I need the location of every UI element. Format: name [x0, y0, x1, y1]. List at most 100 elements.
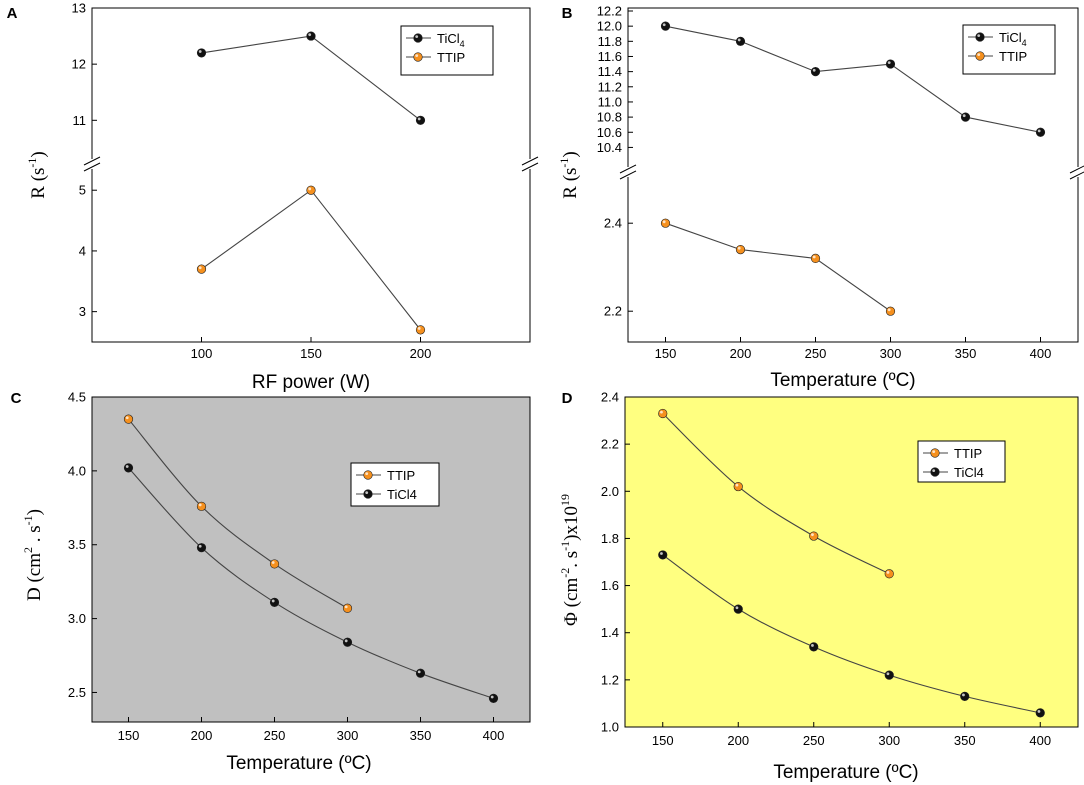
panel-b-ytick-label: 12.2 — [597, 4, 622, 19]
panel-d-legend-name: TTIP — [954, 446, 982, 461]
panel-b-ytick-label: 2.4 — [604, 216, 622, 231]
panel-d-ttip-point-highlight — [811, 533, 814, 537]
panel-b-ticl4-point-highlight — [812, 68, 816, 72]
panel-d-ticl4-point — [960, 691, 970, 701]
panel-b-ticl4-point — [735, 36, 746, 46]
panel-b-ttip-point-body — [735, 245, 746, 255]
panel-c-ttip-point-highlight — [271, 561, 275, 564]
panel-c-ticl4-point — [196, 543, 207, 553]
panel-d-legend-label: TTIP — [954, 446, 982, 461]
panel-c-ticl4-point-body — [342, 637, 353, 647]
panel-c-ttip-point — [196, 501, 207, 511]
panel-b-legend-marker-highlight — [977, 53, 981, 56]
panel-b-ticl4-point-body — [810, 67, 821, 77]
panel-b-xtick-label: 400 — [1030, 346, 1052, 361]
panel-b-xlabel: Temperature (ºC) — [770, 370, 915, 391]
panel-b-ttip-point-highlight — [812, 255, 816, 259]
panel-c-xtick-label: 400 — [483, 728, 505, 743]
panel-d-legend-marker — [930, 448, 940, 458]
panel-c-ylabel-part: 2 — [21, 547, 35, 553]
panel-c-ticl4-point-body — [269, 597, 280, 607]
panel-b-xtick-label: 300 — [880, 346, 902, 361]
panel-b-legend-marker — [975, 32, 985, 42]
panel-a-xtick-label: 150 — [300, 346, 322, 361]
panel-c-ttip-point-body — [269, 559, 280, 569]
panel-b-xtick-label: 350 — [955, 346, 977, 361]
panel-b-ytick-label: 11.8 — [598, 34, 622, 49]
panel-c-legend-marker — [363, 470, 373, 480]
panel-c-ytick-label: 2.5 — [68, 685, 86, 700]
panel-d-ticl4-point-highlight — [660, 552, 663, 555]
panel-d-legend-marker-highlight — [932, 469, 936, 472]
panel-b-ttip-point — [885, 306, 896, 316]
panel-b-legend-subscript: 4 — [1022, 38, 1027, 48]
panel-b-ttip-point-body — [660, 218, 671, 228]
panel-d-ticl4-point — [809, 642, 819, 652]
panel-d-ylabel-part: )x10 — [561, 506, 582, 541]
panel-a-ylabel: R (s-1) — [25, 151, 49, 198]
panel-b-ytick-label: 10.6 — [597, 125, 622, 140]
panel-a-ylabel-part: ) — [28, 151, 49, 157]
panel-d-ttip-point-body — [733, 481, 743, 492]
panel-b-ticl4-point — [1035, 127, 1046, 137]
panel-a-ticl4-point-highlight — [308, 33, 312, 37]
panel-b-xtick-label: 200 — [730, 346, 752, 361]
panel-b-ticl4-point-body — [660, 21, 671, 31]
panel-d-ylabel-part: -2 — [558, 568, 572, 578]
panel-d-ttip-point-body — [884, 569, 894, 579]
panel-a-ticl4-point-body — [415, 115, 426, 125]
panel-a-ticl4-line — [201, 35, 421, 121]
panel-a-ttip-point-highlight — [417, 327, 421, 330]
panel-a-label: A — [7, 5, 18, 22]
panel-a-ttip-point-body — [196, 264, 207, 274]
panel-b-ylabel-part: R (s — [560, 168, 581, 199]
panel-a-ylabel-part: -1 — [25, 158, 39, 168]
panel-b-ytick-label: 11.4 — [598, 64, 622, 79]
panel-d-legend-marker-body — [930, 467, 940, 477]
panel-b-ytick-label: 11.2 — [598, 79, 622, 94]
panel-c-ylabel-part: . s — [24, 525, 45, 547]
panel-b-ylabel-part: ) — [560, 151, 581, 157]
panel-c-ttip-point-highlight — [198, 503, 202, 507]
panel-b-legend-marker-body — [975, 32, 985, 42]
panel-b-ttip-point-highlight — [737, 246, 741, 250]
panel-a-axis-break-mark — [521, 156, 539, 166]
panel-b-ticl4-point — [810, 67, 821, 77]
panel-a-ytick-label: 11 — [73, 113, 87, 128]
panel-a-ttip-point — [306, 185, 316, 195]
panel-b-ticl4-point-body — [885, 59, 896, 69]
panel-c-ttip-point-highlight — [344, 605, 348, 609]
panel-d-xtick-label: 300 — [878, 733, 900, 748]
panel-b-ytick-label: 12.0 — [597, 19, 622, 34]
panel-c-xtick-label: 150 — [118, 728, 140, 743]
panel-c-ylabel-part: -1 — [21, 515, 35, 525]
panel-b-ticl4-point — [960, 112, 971, 122]
panel-d-legend-marker — [930, 467, 940, 477]
panel-c-ttip-point — [269, 559, 280, 569]
panel-a-axis-break-mark — [83, 162, 101, 172]
panel-a-ttip-point-body — [415, 325, 426, 335]
panel-d-ticl4-point-body — [884, 670, 894, 680]
panel-c-ttip-point-highlight — [125, 416, 129, 420]
panel-b-axis-break-mark — [1069, 171, 1084, 180]
panel-b-legend-name: TiCl — [999, 30, 1022, 45]
panel-b-ttip-point-body — [810, 253, 821, 263]
panel-b-ttip-point — [810, 253, 821, 263]
panel-a-ticl4-point-highlight — [417, 117, 421, 121]
panel-d-ylabel-part: Φ (cm — [561, 578, 582, 626]
panel-a-ytick-label: 13 — [72, 1, 86, 16]
panel-c-ytick-label: 4.5 — [68, 390, 86, 405]
panel-d-ttip-point — [884, 569, 894, 579]
panel-b-xtick-label: 150 — [655, 346, 677, 361]
panel-c-ttip-point-body — [196, 501, 207, 511]
panel-c-ticl4-point — [123, 463, 134, 473]
panel-d-ytick-label: 2.2 — [601, 437, 619, 452]
panel-d-ticl4-point-body — [658, 550, 668, 560]
panel-c-legend-marker-highlight — [365, 491, 369, 494]
panel-c-legend-marker-body — [363, 470, 373, 480]
panel-d-ticl4-point-highlight — [886, 672, 890, 676]
panel-d-ttip-point-highlight — [660, 410, 663, 414]
panel-d-xtick-label: 200 — [727, 733, 749, 748]
panel-d-ticl4-point-highlight — [1037, 710, 1041, 713]
panel-b-legend-marker-body — [975, 51, 985, 61]
